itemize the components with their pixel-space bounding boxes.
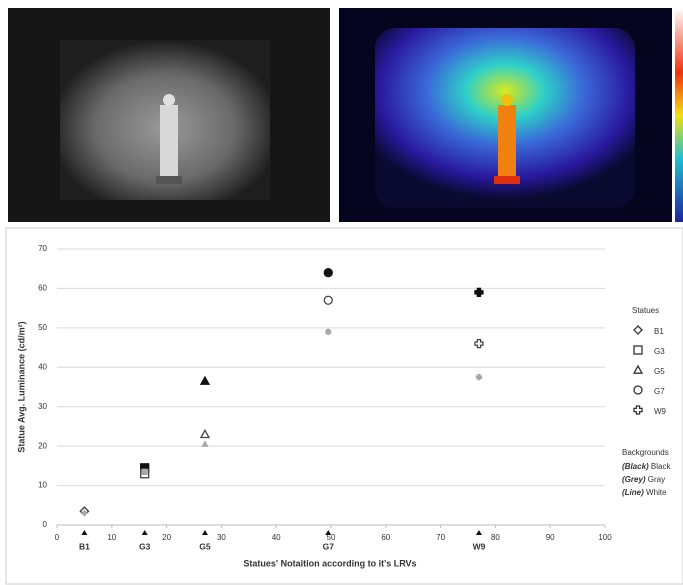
y-tick-label: 40 [38, 362, 47, 371]
legend-label: G5 [654, 367, 665, 376]
legend-entry: (Black) Black [622, 462, 671, 471]
chart: Statue Avg. Luminance (cd/m²) Statues' N… [0, 0, 683, 585]
point [324, 269, 332, 277]
photo-grayscale [8, 8, 330, 222]
x-tick-label: 20 [162, 533, 171, 542]
legend-entry: (Line) White [622, 488, 667, 497]
legend-label: G3 [654, 347, 665, 356]
legend-entry: (Grey) Gray [622, 475, 665, 484]
x-tick-label: 100 [598, 533, 612, 542]
legend-tag: (Grey) [622, 475, 646, 484]
chart-frame [6, 228, 683, 584]
point [326, 329, 331, 334]
category-label: G5 [199, 541, 211, 551]
legend-tag: (Line) [622, 488, 644, 497]
y-tick-label: 30 [38, 402, 47, 411]
y-tick-label: 10 [38, 481, 47, 490]
legend-name: Gray [648, 475, 665, 484]
y-tick-label: 60 [38, 284, 47, 293]
y-tick-label: 70 [38, 244, 47, 253]
legend-label: G7 [654, 387, 665, 396]
point [324, 296, 332, 304]
x-tick-label: 0 [55, 533, 60, 542]
legend-name: White [646, 488, 667, 497]
y-tick-label: 50 [38, 323, 47, 332]
statues-legend-title: Statues [632, 306, 659, 315]
legend-marker [634, 386, 642, 394]
backgrounds-legend-title: Backgrounds [622, 448, 669, 457]
legend-tag: (Black) [622, 462, 649, 471]
x-tick-label: 80 [491, 533, 500, 542]
legend-name: Black [651, 462, 672, 471]
figure: Statue Avg. Luminance (cd/m²) Statues' N… [0, 0, 683, 585]
legend-label: B1 [654, 327, 664, 336]
y-axis-title: Statue Avg. Luminance (cd/m²) [16, 321, 26, 452]
legend-marker [634, 346, 642, 354]
y-tick-label: 20 [38, 441, 47, 450]
y-tick-label: 0 [43, 520, 48, 529]
point [142, 469, 147, 474]
x-tick-label: 60 [381, 533, 390, 542]
category-label: W9 [473, 541, 486, 551]
x-tick-label: 70 [436, 533, 445, 542]
x-tick-label: 40 [272, 533, 281, 542]
category-label: G3 [139, 541, 151, 551]
x-tick-label: 10 [107, 533, 116, 542]
category-label: G7 [323, 541, 335, 551]
x-axis-title: Statues' Notaition according to it's LRV… [243, 558, 416, 568]
category-label: B1 [79, 541, 90, 551]
legend-label: W9 [654, 407, 667, 416]
x-tick-label: 30 [217, 533, 226, 542]
x-tick-label: 90 [546, 533, 555, 542]
photo-false-color [339, 8, 683, 222]
